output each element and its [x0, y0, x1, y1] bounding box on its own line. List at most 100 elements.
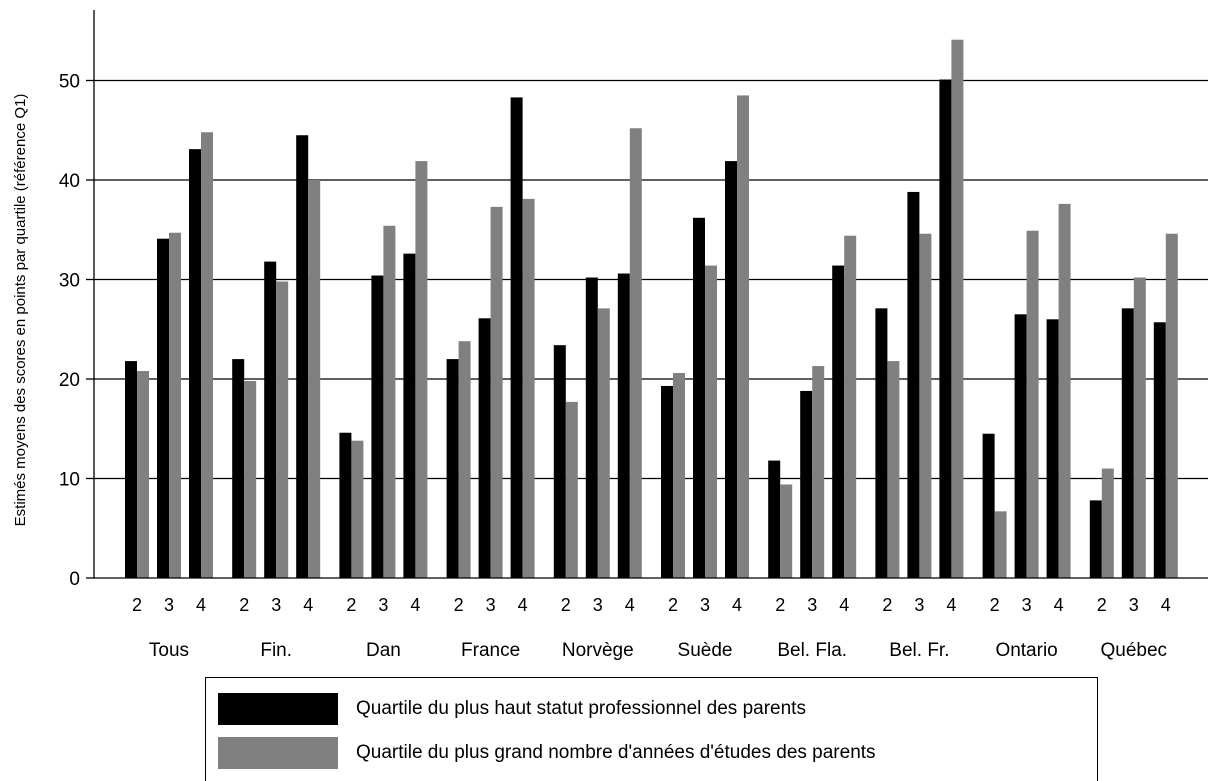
y-tick-label: 0	[69, 569, 80, 590]
quartile-label: 2	[1097, 595, 1107, 615]
bar	[907, 191, 920, 578]
bar	[490, 206, 503, 579]
bar	[522, 198, 535, 578]
bar	[951, 39, 964, 578]
quartile-label: 4	[303, 595, 313, 615]
quartile-label: 2	[346, 595, 356, 615]
quartile-label: 2	[668, 595, 678, 615]
gridlines	[94, 79, 1208, 480]
bar	[661, 385, 673, 578]
bar	[939, 79, 952, 578]
quartile-label: 4	[839, 595, 849, 615]
quartile-label: 4	[1054, 595, 1064, 615]
bar	[812, 366, 825, 578]
legend-label-occupation: Quartile du plus haut statut professionn…	[356, 698, 806, 719]
bar	[403, 253, 416, 578]
bar	[339, 432, 352, 578]
bar	[1101, 468, 1114, 578]
bar	[693, 217, 705, 578]
quartile-label: 3	[486, 595, 496, 615]
group-label: Tous	[149, 640, 189, 661]
group-label: Dan	[366, 640, 401, 661]
quartile-label: 2	[239, 595, 249, 615]
quartile-label: 4	[518, 595, 528, 615]
quartile-label: 3	[700, 595, 710, 615]
bar	[264, 261, 277, 578]
y-tick-label: 40	[59, 171, 80, 192]
bar	[844, 235, 857, 578]
quartile-label: 3	[271, 595, 281, 615]
bar	[1165, 233, 1178, 579]
bar	[597, 308, 610, 578]
bar	[629, 128, 642, 578]
quartile-label: 3	[1129, 595, 1139, 615]
bar	[994, 511, 1007, 578]
bar	[169, 232, 181, 579]
legend-item-occupation: Quartile du plus haut statut professionn…	[218, 693, 806, 725]
quartile-label: 4	[732, 595, 742, 615]
bar	[725, 161, 737, 578]
bar	[446, 359, 459, 578]
bar	[157, 238, 169, 578]
quartile-label: 3	[164, 595, 174, 615]
bar	[1121, 308, 1134, 578]
bar	[383, 225, 396, 578]
quartile-label: 3	[807, 595, 817, 615]
bar	[458, 341, 471, 578]
quartile-label: 4	[196, 595, 206, 615]
y-tick-label: 10	[59, 470, 80, 491]
y-tick-label: 30	[59, 271, 80, 292]
axes	[86, 10, 1208, 579]
bar	[768, 460, 781, 578]
bar	[1153, 322, 1166, 578]
group-label: Fin.	[260, 640, 292, 661]
bar	[478, 318, 491, 578]
quartile-label: 4	[1161, 595, 1171, 615]
quartile-label: 3	[914, 595, 924, 615]
bar	[189, 149, 201, 578]
group-label: Ontario	[995, 640, 1057, 661]
group-label: Suède	[678, 640, 733, 661]
bar	[1133, 277, 1146, 578]
bar	[737, 95, 749, 579]
quartile-label: 3	[593, 595, 603, 615]
bar	[1046, 319, 1059, 578]
bars	[125, 39, 1178, 579]
quartile-label: 2	[775, 595, 785, 615]
bar	[371, 275, 384, 578]
bar	[617, 273, 630, 578]
legend-swatch-occupation	[218, 693, 338, 725]
bar	[887, 361, 900, 578]
legend-label-education: Quartile du plus grand nombre d'années d…	[356, 742, 876, 763]
bar-chart: 0 10 20 30 40 50 2 3 4 Tous 2 3 4 Fin. 2 3 4 Dan 2 3 4 France…	[12, 10, 1208, 662]
group-label: Bel. Fla.	[777, 640, 847, 661]
bar	[780, 484, 793, 578]
bar	[296, 135, 309, 578]
legend: Quartile du plus haut statut professionn…	[205, 677, 1098, 781]
bar	[705, 265, 717, 578]
axis-labels: 0 10 20 30 40 50 2 3 4 Tous 2 3 4 Fin. 2 3 4 Dan 2 3 4 France…	[59, 72, 1171, 662]
bar	[919, 233, 932, 579]
bar	[125, 361, 137, 578]
bar	[510, 97, 523, 578]
bar	[415, 161, 428, 578]
y-tick-label: 20	[59, 370, 80, 391]
bar	[832, 265, 845, 578]
y-axis-label: Estimés moyens des scores en points par …	[12, 94, 29, 527]
quartile-label: 4	[946, 595, 956, 615]
bar	[1089, 500, 1102, 578]
bar	[565, 401, 578, 578]
bar	[585, 277, 598, 578]
bar	[351, 440, 364, 578]
quartile-label: 3	[378, 595, 388, 615]
bar	[1026, 230, 1039, 578]
bar	[232, 359, 245, 578]
y-tick-label: 50	[59, 72, 80, 93]
bar	[1014, 314, 1027, 578]
quartile-label: 3	[1022, 595, 1032, 615]
bar	[875, 308, 888, 578]
bar	[276, 281, 289, 578]
group-label: Bel. Fr.	[889, 640, 949, 661]
bar	[201, 132, 213, 579]
quartile-label: 2	[990, 595, 1000, 615]
